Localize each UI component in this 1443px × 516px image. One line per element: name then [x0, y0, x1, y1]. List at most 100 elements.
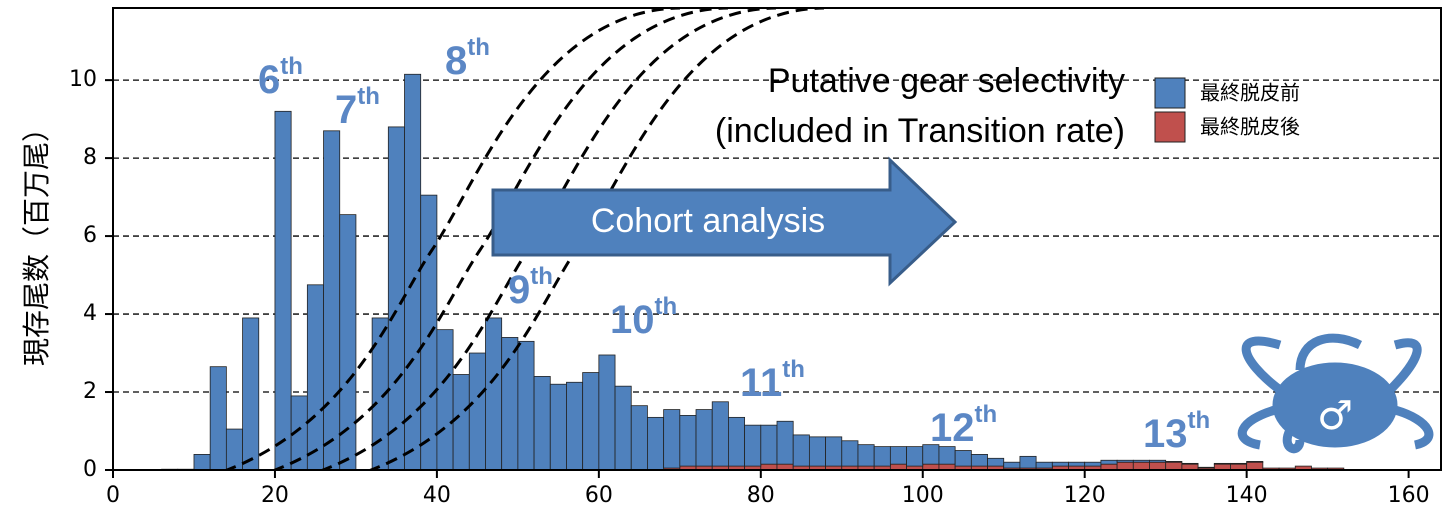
bar — [1181, 462, 1199, 465]
bar — [663, 409, 681, 469]
x-tick-label: 100 — [902, 483, 944, 508]
annotation-number: 11 — [740, 361, 782, 405]
bar — [193, 454, 211, 471]
annotation-suffix: th — [357, 83, 380, 110]
bar — [873, 446, 891, 467]
bar — [1084, 461, 1102, 467]
bar — [501, 337, 519, 471]
x-tick-label: 80 — [747, 483, 775, 508]
bars — [161, 73, 1345, 471]
bar — [760, 424, 778, 465]
annotation: 13th — [1143, 407, 1210, 455]
bar — [1149, 459, 1167, 463]
crab-icon: ♂ — [1237, 333, 1434, 454]
bar — [1165, 461, 1183, 463]
bar — [679, 415, 697, 467]
y-tick-label: 0 — [83, 457, 97, 482]
bar — [776, 420, 794, 465]
bar — [808, 436, 826, 467]
bar — [1068, 461, 1086, 467]
y-tick-label: 6 — [83, 223, 97, 248]
cohort-arrow — [491, 156, 958, 287]
y-tick-label: 10 — [69, 67, 97, 92]
annotation-suffix: th — [655, 293, 678, 320]
plot-frame — [112, 7, 1442, 471]
y-tick-label: 2 — [83, 379, 97, 404]
annotation-number: 6 — [258, 58, 280, 102]
annotation: 6th — [258, 53, 303, 101]
bar — [468, 352, 486, 471]
y-axis-label: 現存尾数（百万尾） — [20, 114, 53, 366]
bar — [1100, 459, 1118, 465]
annotation: 12th — [930, 401, 997, 449]
bar — [1035, 461, 1053, 469]
selectivity-label: (included in Transition rate) — [715, 112, 1125, 150]
bar — [857, 444, 875, 467]
bar — [825, 436, 843, 467]
bar — [485, 317, 503, 471]
bar — [889, 446, 907, 465]
bar — [614, 385, 632, 471]
bar — [1230, 462, 1248, 465]
bar — [1149, 461, 1167, 471]
bar — [1165, 461, 1183, 471]
bar — [306, 284, 324, 471]
bar — [566, 381, 584, 471]
bar — [695, 409, 713, 467]
curve — [270, 8, 729, 470]
annotation: 10th — [610, 293, 677, 341]
bar — [452, 374, 470, 471]
annotation-number: 9 — [508, 268, 530, 312]
bar — [711, 401, 729, 467]
bar — [970, 454, 988, 467]
y-tick-label: 4 — [83, 301, 97, 326]
annotation-suffix: th — [467, 34, 490, 61]
bar — [1246, 461, 1264, 463]
bar — [728, 416, 746, 467]
bar — [792, 434, 810, 467]
bar — [323, 130, 341, 471]
annotation: 9th — [508, 263, 553, 311]
annotation-number: 13 — [1143, 412, 1188, 456]
x-tick-label: 40 — [423, 483, 451, 508]
bar — [1246, 461, 1264, 471]
bar — [954, 450, 972, 467]
bar — [517, 340, 535, 471]
annotation: 11th — [740, 356, 805, 404]
legend-swatch — [1154, 77, 1186, 109]
bar — [274, 110, 292, 471]
annotation-suffix: th — [530, 263, 553, 290]
selectivity-label: Putative gear selectivity — [768, 62, 1125, 100]
bar — [549, 383, 567, 471]
x-tick-label: 20 — [261, 483, 289, 508]
bar — [1019, 455, 1037, 469]
annotation-number: 8 — [445, 39, 467, 83]
crab-legs — [1237, 333, 1434, 454]
bar — [598, 354, 616, 471]
bar — [647, 416, 665, 471]
bar — [225, 428, 243, 471]
bar — [1051, 461, 1069, 467]
bar — [420, 194, 438, 471]
annotation-suffix: th — [975, 401, 998, 428]
arrow-label: Cohort analysis — [591, 202, 825, 240]
annotation-number: 12 — [930, 406, 975, 450]
x-tick-label: 140 — [1226, 483, 1268, 508]
bar — [1116, 461, 1134, 471]
x-tick-label: 0 — [106, 483, 120, 508]
x-tick-label: 120 — [1064, 483, 1106, 508]
crab-body — [1272, 362, 1398, 448]
legend-label: 最終脱皮後 — [1200, 115, 1300, 139]
bar — [744, 424, 762, 467]
bar — [1213, 462, 1231, 465]
bar — [582, 372, 600, 471]
annotation-number: 7 — [335, 88, 357, 132]
bar — [1132, 459, 1150, 463]
annotation: 7th — [335, 83, 380, 131]
icon-symbol: ♂ — [1317, 393, 1353, 439]
bar — [242, 317, 260, 471]
annotation-suffix: th — [1188, 407, 1211, 434]
x-tick-label: 160 — [1388, 483, 1430, 508]
y-tick-label: 8 — [83, 145, 97, 170]
